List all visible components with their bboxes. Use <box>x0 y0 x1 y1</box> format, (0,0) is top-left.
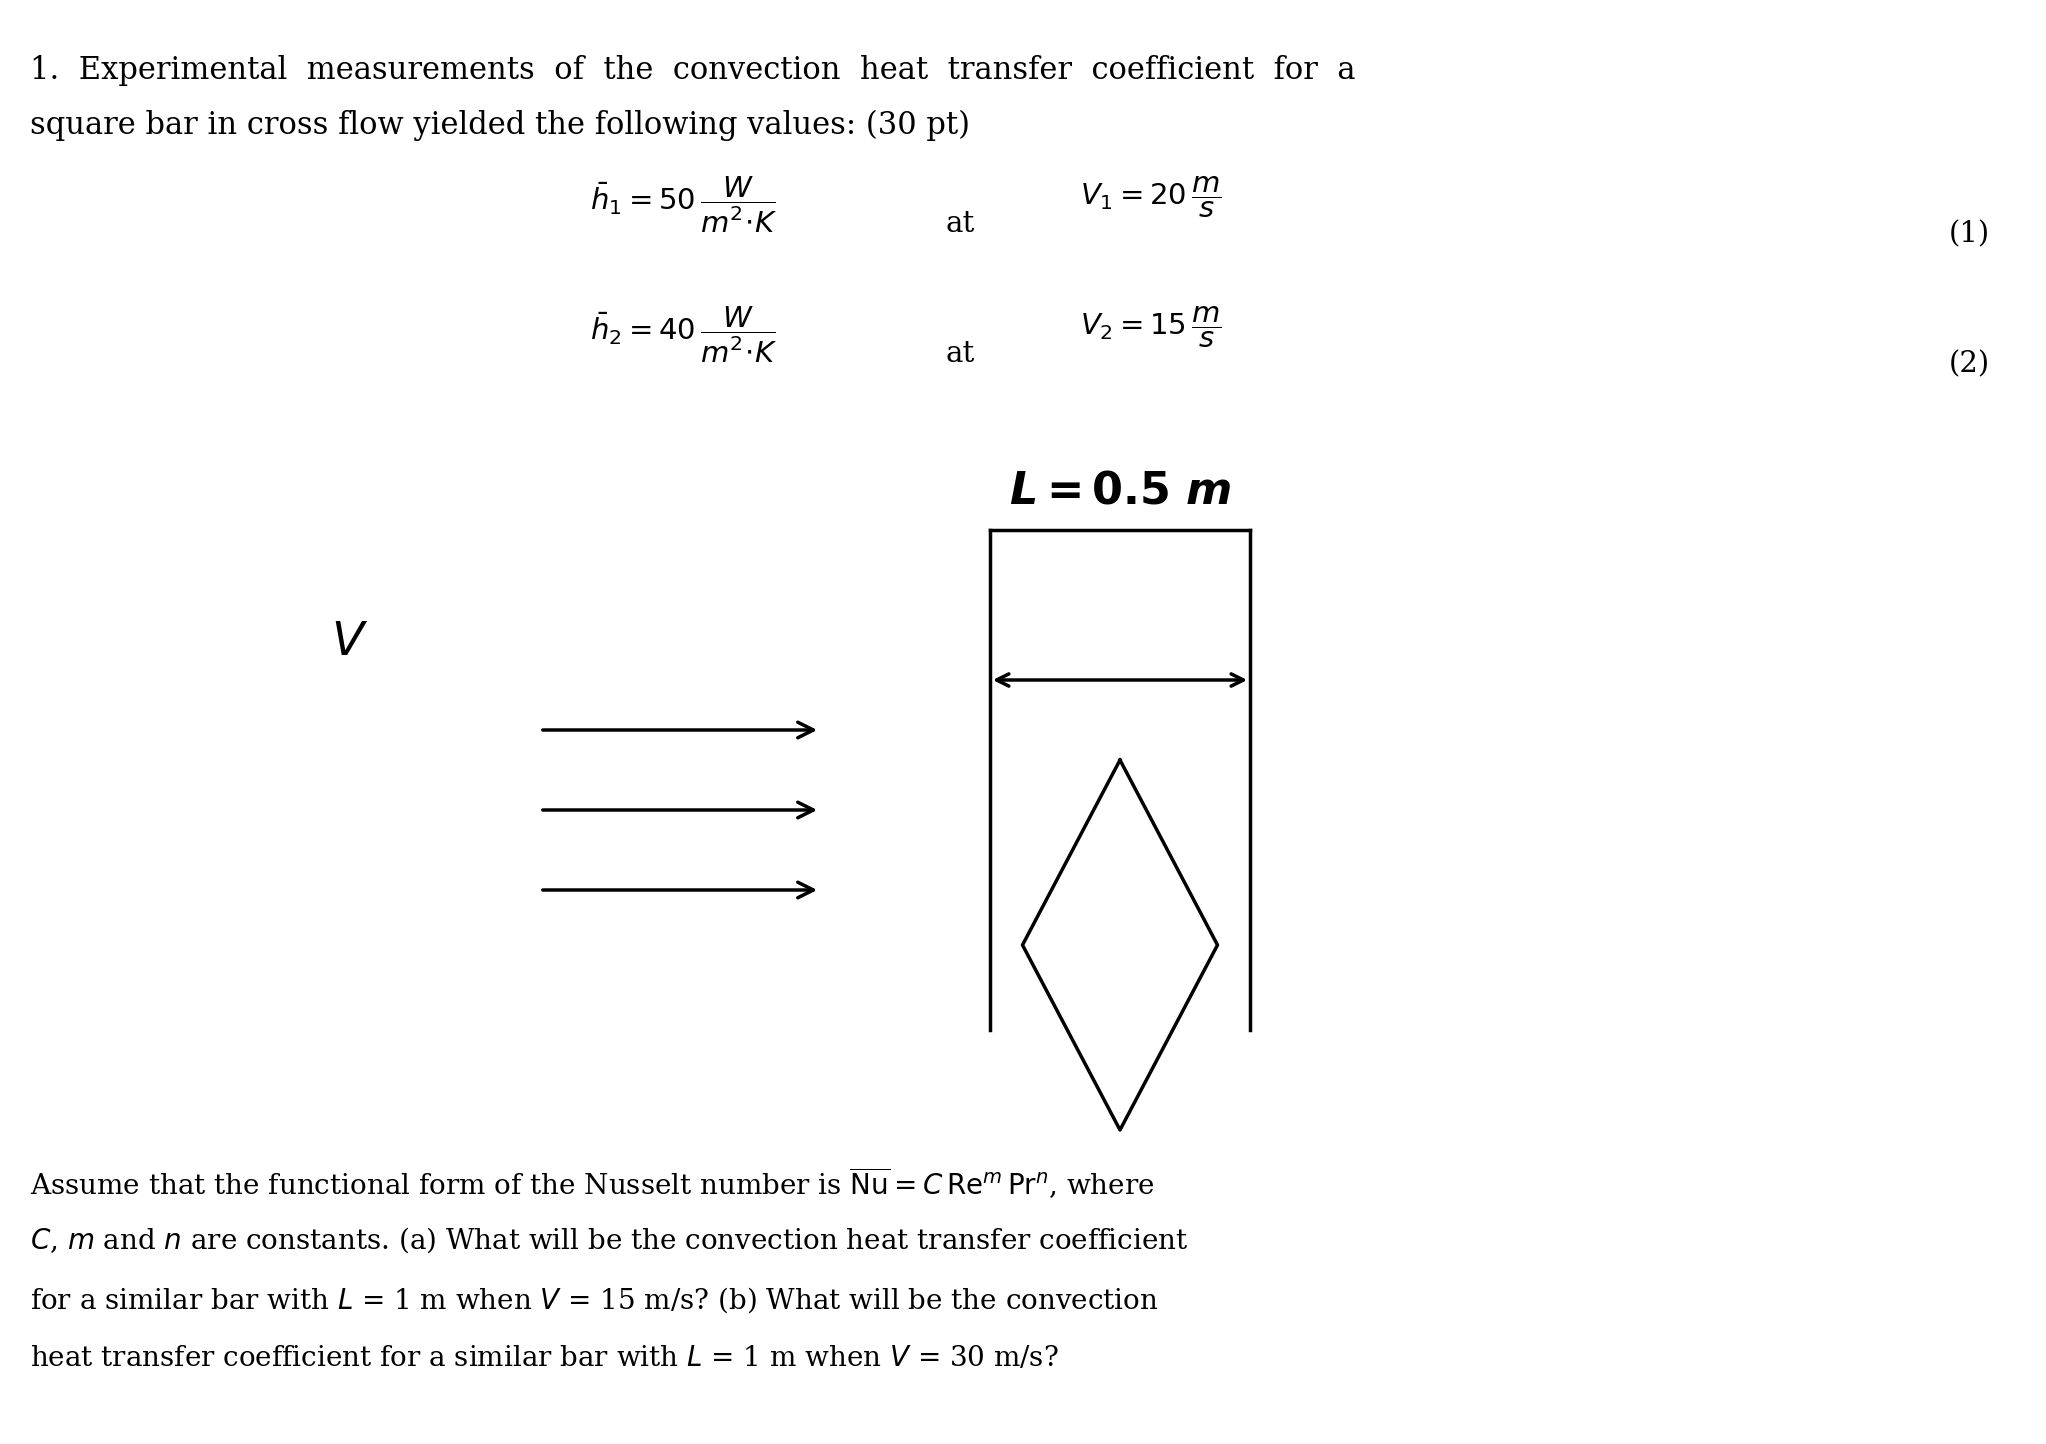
Text: $C$, $m$ and $n$ are constants. (a) What will be the convection heat transfer co: $C$, $m$ and $n$ are constants. (a) What… <box>31 1225 1189 1255</box>
Text: $\bar{h}_1 = 50\,\dfrac{W}{m^2 \!\cdot\! K}$: $\bar{h}_1 = 50\,\dfrac{W}{m^2 \!\cdot\!… <box>589 175 777 235</box>
Text: 1.  Experimental  measurements  of  the  convection  heat  transfer  coefficient: 1. Experimental measurements of the conv… <box>31 55 1356 87</box>
Text: $V_2 = 15\,\dfrac{m}{s}$: $V_2 = 15\,\dfrac{m}{s}$ <box>1080 305 1221 349</box>
Text: (1): (1) <box>1950 219 1991 248</box>
Text: Assume that the functional form of the Nusselt number is $\overline{\mathrm{Nu}}: Assume that the functional form of the N… <box>31 1165 1154 1201</box>
Text: $\bar{h}_2 = 40\,\dfrac{W}{m^2 \!\cdot\! K}$: $\bar{h}_2 = 40\,\dfrac{W}{m^2 \!\cdot\!… <box>589 305 777 365</box>
Text: (2): (2) <box>1950 349 1991 378</box>
Text: $V_1 = 20\,\dfrac{m}{s}$: $V_1 = 20\,\dfrac{m}{s}$ <box>1080 175 1221 219</box>
Text: square bar in cross flow yielded the following values: (30 pt): square bar in cross flow yielded the fol… <box>31 110 970 142</box>
Text: at: at <box>945 339 974 368</box>
Text: for a similar bar with $L$ = 1 m when $V$ = 15 m/s? (b) What will be the convect: for a similar bar with $L$ = 1 m when $V… <box>31 1285 1158 1314</box>
Text: $V$: $V$ <box>331 619 368 666</box>
Text: at: at <box>945 209 974 238</box>
Text: heat transfer coefficient for a similar bar with $L$ = 1 m when $V$ = 30 m/s?: heat transfer coefficient for a similar … <box>31 1344 1058 1372</box>
Text: $\boldsymbol{L = 0.5\ m}$: $\boldsymbol{L = 0.5\ m}$ <box>1009 469 1232 513</box>
